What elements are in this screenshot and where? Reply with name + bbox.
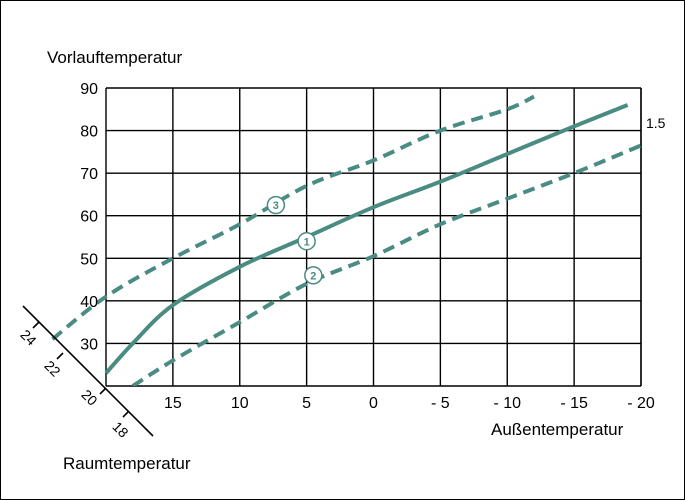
room-tick-label: 22: [41, 357, 63, 379]
y-tick-label: 40: [80, 294, 98, 311]
curves-clipped: [51, 94, 642, 386]
x-tick-label: - 20: [627, 395, 655, 412]
x-tick-label: 5: [302, 395, 311, 412]
curve-marker-1: [297, 232, 316, 251]
curve-marker-label: 3: [273, 200, 279, 212]
curve-marker-label: 1: [304, 236, 310, 248]
curve-marker-label: 2: [310, 270, 316, 282]
series-line-1: [104, 103, 629, 375]
curve-marker-2: [304, 266, 323, 285]
curve-value-label: 1.5: [646, 115, 666, 131]
room-axis-line: [22, 305, 154, 437]
room-tick-label: 20: [78, 386, 100, 408]
room-axis-title: Raumtemperatur: [63, 454, 191, 473]
y-tick-label: 80: [80, 124, 98, 141]
x-tick-label: - 10: [493, 395, 521, 412]
x-tick-label: 15: [164, 395, 182, 412]
y-tick-label: 30: [80, 336, 98, 353]
x-tick-label: - 15: [560, 395, 588, 412]
grid: [105, 87, 642, 387]
y-tick-label: 90: [80, 81, 98, 98]
room-tick-mark: [122, 410, 130, 418]
y-tick-label: 50: [80, 251, 98, 268]
room-tick-mark: [56, 352, 64, 360]
series-line-3: [51, 94, 535, 341]
curve-marker-3: [266, 195, 286, 215]
room-tick-mark: [99, 387, 107, 395]
x-tick-label: - 5: [431, 395, 450, 412]
room-tick-label: 24: [17, 326, 39, 348]
x-tick-label: 0: [369, 395, 378, 412]
y-tick-label: 70: [80, 166, 98, 183]
x-tick-label: 10: [231, 395, 249, 412]
curves: [51, 94, 642, 386]
series-line-2: [131, 143, 642, 386]
x-axis-title: Außentemperatur: [491, 420, 624, 439]
y-tick-label: 60: [80, 209, 98, 226]
room-tick-mark: [32, 321, 40, 329]
curve-markers: 1 2 3: [266, 195, 323, 285]
y-axis-title: Vorlauftemperatur: [47, 48, 182, 67]
room-tick-label: 18: [109, 418, 131, 440]
